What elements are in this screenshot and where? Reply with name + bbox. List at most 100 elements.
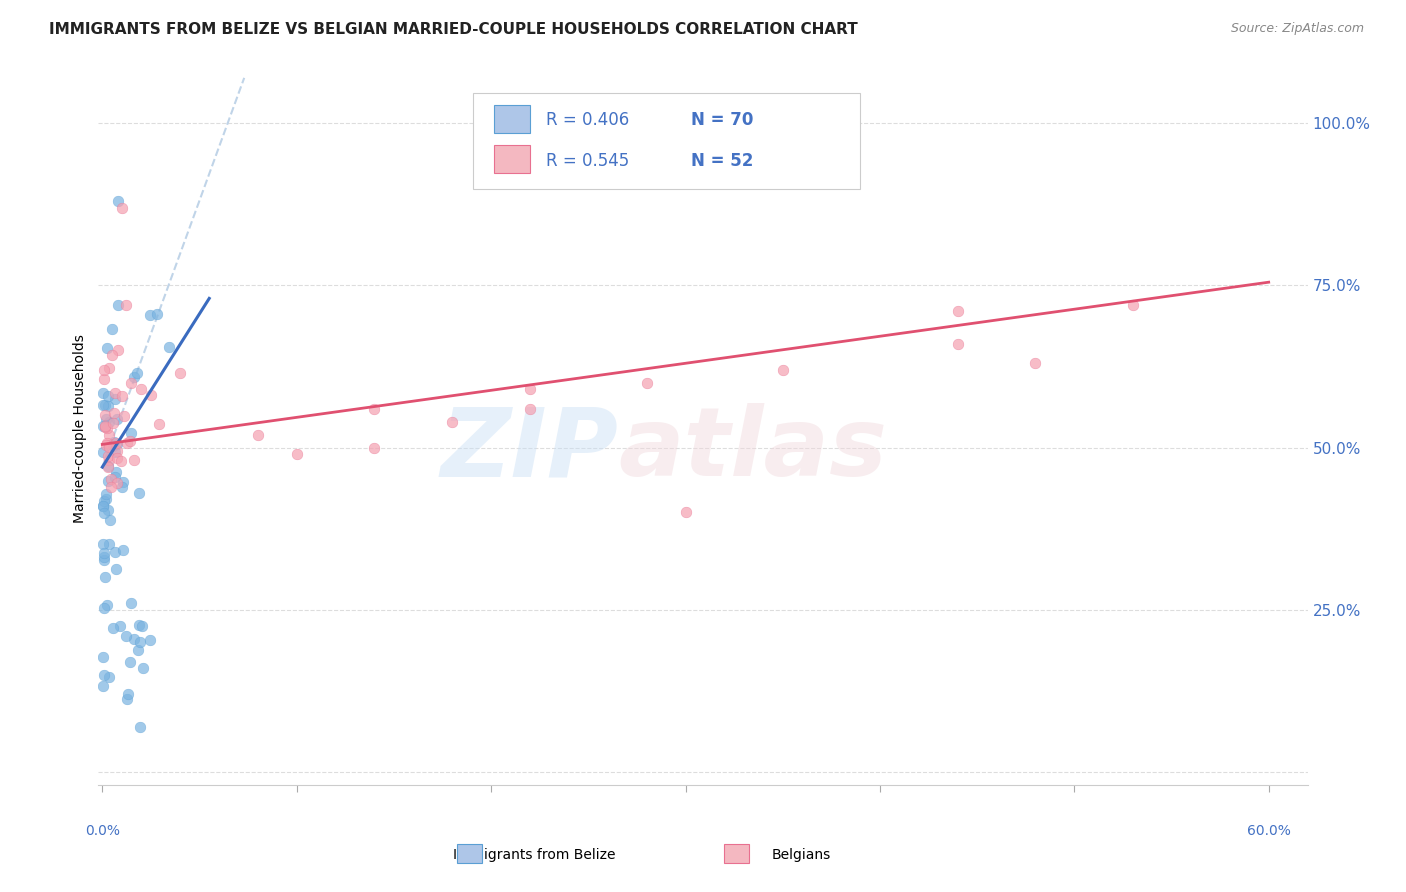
Point	[97, 427, 120, 442]
Point	[111, 475, 134, 489]
Point	[107, 412, 129, 426]
Point	[120, 425, 142, 440]
Point	[122, 632, 145, 647]
Text: 0.0%: 0.0%	[84, 824, 120, 838]
Point	[94, 437, 117, 451]
Point	[129, 720, 152, 734]
Point	[97, 670, 120, 684]
Point	[100, 322, 122, 336]
Point	[104, 465, 127, 479]
Text: N = 70: N = 70	[690, 111, 754, 128]
Text: 60.0%: 60.0%	[1247, 824, 1291, 838]
Point	[93, 550, 115, 565]
Point	[145, 308, 167, 322]
Point	[120, 655, 142, 669]
Point	[93, 667, 115, 681]
Text: IMMIGRANTS FROM BELIZE VS BELGIAN MARRIED-COUPLE HOUSEHOLDS CORRELATION CHART: IMMIGRANTS FROM BELIZE VS BELGIAN MARRIE…	[49, 22, 858, 37]
Point	[104, 385, 127, 400]
Point	[115, 436, 138, 450]
Point	[131, 618, 153, 632]
Point	[96, 420, 118, 434]
Point	[157, 340, 180, 354]
Point	[97, 450, 120, 464]
Point	[103, 405, 125, 419]
Text: atlas: atlas	[619, 403, 887, 496]
Point	[111, 201, 134, 215]
Point	[105, 475, 128, 490]
Point	[97, 460, 120, 475]
Point	[139, 308, 162, 322]
Text: Immigrants from Belize: Immigrants from Belize	[453, 847, 616, 862]
Text: ZIP: ZIP	[440, 403, 619, 496]
Point	[636, 376, 658, 390]
Point	[98, 513, 121, 527]
Point	[93, 553, 115, 567]
Point	[1024, 356, 1046, 370]
Point	[94, 398, 117, 412]
Point	[94, 419, 117, 434]
Point	[104, 544, 127, 558]
Point	[122, 370, 145, 384]
Point	[100, 472, 122, 486]
Point	[96, 598, 118, 612]
Point	[91, 386, 114, 401]
Point	[93, 420, 115, 434]
Point	[105, 443, 128, 458]
Point	[91, 444, 114, 458]
Bar	[494, 145, 530, 173]
Y-axis label: Married-couple Households: Married-couple Households	[73, 334, 87, 523]
Point	[946, 304, 969, 318]
Point	[91, 650, 114, 665]
Point	[112, 409, 135, 423]
Text: N = 52: N = 52	[690, 152, 754, 169]
Point	[96, 435, 118, 450]
Point	[519, 401, 541, 416]
Point	[114, 298, 136, 312]
Point	[108, 619, 131, 633]
Point	[93, 371, 115, 385]
Point	[121, 376, 143, 390]
Point	[91, 499, 114, 513]
Point	[139, 633, 162, 648]
Point	[104, 445, 127, 459]
Point	[105, 435, 128, 450]
Point	[91, 398, 114, 412]
Text: Source: ZipAtlas.com: Source: ZipAtlas.com	[1230, 22, 1364, 36]
Point	[93, 546, 115, 560]
Text: R = 0.406: R = 0.406	[546, 111, 628, 128]
Point	[100, 479, 122, 493]
Point	[105, 436, 128, 450]
Point	[124, 453, 146, 467]
Point	[363, 441, 385, 455]
Point	[101, 416, 124, 430]
Point	[96, 491, 118, 506]
Point	[946, 336, 969, 351]
Point	[103, 434, 125, 449]
Point	[441, 415, 464, 429]
Point	[111, 543, 134, 558]
Point	[96, 503, 118, 517]
Text: Belgians: Belgians	[772, 847, 831, 862]
Point	[105, 562, 128, 576]
Point	[98, 440, 121, 454]
Point	[98, 361, 121, 376]
Point	[94, 412, 117, 426]
Point	[111, 389, 134, 403]
Point	[94, 570, 117, 584]
Point	[127, 366, 149, 380]
Point	[91, 679, 114, 693]
Point	[519, 382, 541, 396]
Point	[246, 427, 269, 442]
Point	[115, 629, 138, 643]
Point	[93, 408, 115, 422]
Point	[97, 389, 120, 403]
Point	[96, 341, 118, 355]
Point	[105, 451, 128, 466]
Point	[107, 343, 129, 358]
Point	[127, 642, 149, 657]
Point	[93, 493, 115, 508]
Point	[93, 363, 115, 377]
Point	[103, 470, 125, 484]
Point	[107, 194, 129, 208]
Point	[101, 348, 124, 362]
